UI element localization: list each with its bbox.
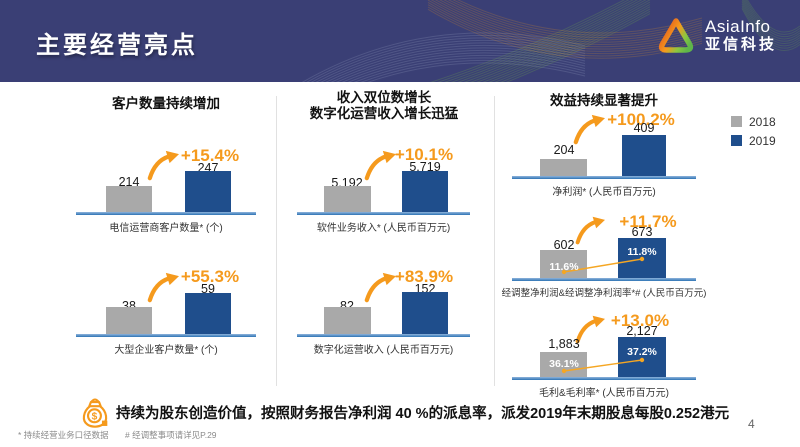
section-title-revenue: 收入双位数增长 数字化运营收入增长迅猛 xyxy=(284,90,484,121)
asiainfo-logo: AsiaInfo 亚信科技 xyxy=(656,15,777,57)
section-title-line1: 收入双位数增长 xyxy=(336,90,432,105)
chart-caption: 数字化运营收入 (人民币百万元) xyxy=(313,345,454,356)
legend: 2018 2019 xyxy=(731,112,776,150)
growth-arrow-icon xyxy=(572,113,606,145)
legend-swatch-2018 xyxy=(731,116,742,127)
axis-line xyxy=(76,334,256,337)
money-bag-icon: $ xyxy=(82,398,108,428)
chart-caption: 经调整净利润&经调整净利润率*# (人民币百万元) xyxy=(501,288,707,299)
bar-2019 xyxy=(402,292,448,334)
growth-arrow-icon xyxy=(574,215,606,245)
chart-caption: 毛利&毛利率* (人民币百万元) xyxy=(539,388,669,399)
margin-2018: 36.1% xyxy=(549,358,579,370)
value-2019: 673 xyxy=(631,225,653,239)
chart-caption: 净利润* (人民币百万元) xyxy=(552,187,656,198)
chart-caption: 软件业务收入* (人民币百万元) xyxy=(316,223,451,234)
value-2018: 1,883 xyxy=(548,337,580,351)
legend-swatch-2019 xyxy=(731,135,742,146)
legend-label-2019: 2019 xyxy=(749,133,776,148)
chart-caption: 大型企业客户数量* (个) xyxy=(114,345,218,356)
growth-percent: +10.1% xyxy=(394,145,454,164)
value-2018: 214 xyxy=(118,175,140,189)
chart-enterprise-customer-count: +55.3% 38 59 大型企业客户数量* (个) xyxy=(76,262,256,356)
bar-2019 xyxy=(622,135,666,176)
value-2018: 602 xyxy=(553,238,575,252)
growth-arrow-icon xyxy=(363,149,397,181)
bar-2018 xyxy=(324,307,371,334)
legend-label-2018: 2018 xyxy=(749,114,776,129)
value-2019: 409 xyxy=(633,121,655,135)
growth-arrow-icon xyxy=(146,149,180,181)
chart-telecom-customer-count: +15.4% 214 247 电信运营商客户数量* (个) xyxy=(76,140,256,234)
bar-2018 xyxy=(540,159,587,176)
asiainfo-logo-icon xyxy=(658,18,694,53)
chart-gross-profit: +13.0% 1,883 2,127 36.1% 37.2% 毛利&毛利率* (… xyxy=(512,308,696,399)
chart-digital-operation-revenue: +83.9% 82 152 数字化运营收入 (人民币百万元) xyxy=(297,262,470,356)
growth-percent: +55.3% xyxy=(180,267,240,286)
slide-title: 主要经营亮点 xyxy=(36,32,198,59)
axis-line xyxy=(512,278,696,281)
bar-2019 xyxy=(402,171,448,212)
column-divider xyxy=(494,96,495,386)
bar-2018 xyxy=(106,186,152,212)
brand-name-cn: 亚信科技 xyxy=(705,36,778,54)
bar-2018 xyxy=(106,307,152,334)
margin-2018: 11.6% xyxy=(549,261,579,273)
dividend-note: 持续为股东创造价值，按照财务报告净利润 40 %的派息率，派发2019年末期股息… xyxy=(116,406,730,422)
value-2019: 5,719 xyxy=(409,160,441,174)
chart-software-revenue: +10.1% 5,192 5,719 软件业务收入* (人民币百万元) xyxy=(297,140,470,234)
chart-caption: 电信运营商客户数量* (个) xyxy=(109,223,223,234)
bar-2019 xyxy=(618,238,666,278)
bar-2019 xyxy=(185,293,231,334)
logo-text: AsiaInfo 亚信科技 xyxy=(705,18,777,53)
growth-arrow-icon xyxy=(146,271,180,303)
legend-item-2018: 2018 xyxy=(731,112,776,131)
section-title-profit: 效益持续显著提升 xyxy=(550,93,658,108)
growth-percent: +83.9% xyxy=(394,267,454,286)
axis-line xyxy=(76,212,256,215)
value-2018: 204 xyxy=(553,143,575,157)
margin-2019: 11.8% xyxy=(627,246,657,258)
growth-percent: +100.2% xyxy=(607,110,675,129)
page-number: 4 xyxy=(748,417,755,431)
footnote-adjustment-reference: # 经调整事项请详见P.29 xyxy=(125,430,217,440)
section-title-customers: 客户数量持续增加 xyxy=(112,96,220,111)
growth-percent: +15.4% xyxy=(180,146,240,165)
value-2019: 59 xyxy=(201,282,215,296)
margin-2019: 37.2% xyxy=(627,346,657,358)
column-divider xyxy=(276,96,277,386)
axis-line xyxy=(297,212,470,215)
svg-text:$: $ xyxy=(92,411,98,422)
brand-name-en: AsiaInfo xyxy=(705,17,771,37)
axis-line xyxy=(512,176,696,179)
slide-header: 主要经营亮点 AsiaInfo 亚信科技 xyxy=(0,0,800,82)
axis-line xyxy=(297,334,470,337)
legend-item-2019: 2019 xyxy=(731,131,776,150)
section-title-line2: 数字化运营收入增长迅猛 xyxy=(309,105,459,121)
growth-arrow-icon xyxy=(363,271,397,303)
growth-percent: +11.7% xyxy=(619,212,677,231)
footnote-continuing-operations: * 持续经营业务口径数据 xyxy=(18,430,109,440)
bar-2018 xyxy=(324,186,371,212)
growth-percent: +13.0% xyxy=(610,311,670,330)
chart-net-profit: +100.2% 204 409 净利润* (人民币百万元) xyxy=(512,106,696,198)
chart-adjusted-net-profit: +11.7% 602 673 11.6% 11.8% 经调整净利润&经调整净利润… xyxy=(502,209,707,299)
axis-line xyxy=(512,377,696,380)
bar-2019 xyxy=(185,171,231,212)
value-2019: 2,127 xyxy=(626,324,658,338)
footnotes: * 持续经营业务口径数据 # 经调整事项请详见P.29 xyxy=(18,429,231,441)
